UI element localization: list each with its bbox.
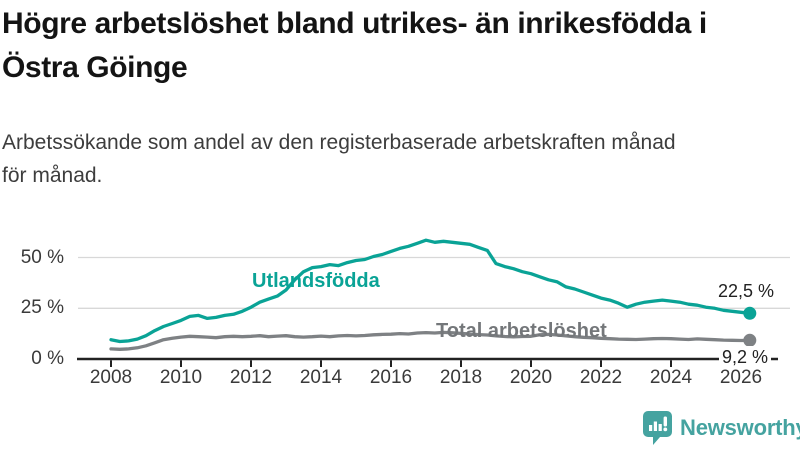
chart-subtitle-line2: för månad. <box>2 164 103 187</box>
series-line-1 <box>109 330 752 351</box>
brand-name: Newsworthy <box>680 415 800 440</box>
chart-subtitle: Arbetssökande som andel av den registerb… <box>2 126 676 192</box>
chart-subtitle-line1: Arbetssökande som andel av den registerb… <box>2 131 676 154</box>
page-title-line2: Östra Göinge <box>2 51 188 84</box>
page-title-line1: Högre arbetslöshet bland utrikes- än inr… <box>2 7 707 40</box>
newsworthy-logo-icon <box>643 411 672 445</box>
newsworthy-logo: Newsworthy <box>643 411 800 445</box>
page-title: Högre arbetslöshet bland utrikes- än inr… <box>2 2 707 90</box>
series-end-dot-0 <box>743 306 757 320</box>
series-line-0 <box>109 238 752 344</box>
series-end-dot-1 <box>743 333 757 347</box>
